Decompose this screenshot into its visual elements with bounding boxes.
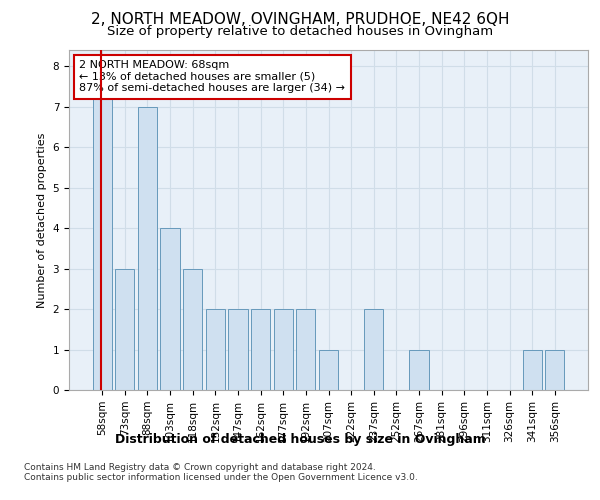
Bar [160, 228, 180, 390]
Text: 2, NORTH MEADOW, OVINGHAM, PRUDHOE, NE42 6QH: 2, NORTH MEADOW, OVINGHAM, PRUDHOE, NE42… [91, 12, 509, 28]
Bar [545, 350, 565, 390]
Bar [274, 309, 293, 390]
Text: 2 NORTH MEADOW: 68sqm
← 13% of detached houses are smaller (5)
87% of semi-detac: 2 NORTH MEADOW: 68sqm ← 13% of detached … [79, 60, 346, 94]
Bar [296, 309, 316, 390]
Text: Contains HM Land Registry data © Crown copyright and database right 2024.
Contai: Contains HM Land Registry data © Crown c… [24, 462, 418, 482]
Bar [364, 309, 383, 390]
Bar [138, 106, 157, 390]
Bar [409, 350, 428, 390]
Text: Distribution of detached houses by size in Ovingham: Distribution of detached houses by size … [115, 432, 485, 446]
Bar [523, 350, 542, 390]
Y-axis label: Number of detached properties: Number of detached properties [37, 132, 47, 308]
Bar [319, 350, 338, 390]
Bar [229, 309, 248, 390]
Bar [251, 309, 270, 390]
Bar [115, 268, 134, 390]
Bar [183, 268, 202, 390]
Bar [206, 309, 225, 390]
Text: Size of property relative to detached houses in Ovingham: Size of property relative to detached ho… [107, 25, 493, 38]
Bar [92, 66, 112, 390]
